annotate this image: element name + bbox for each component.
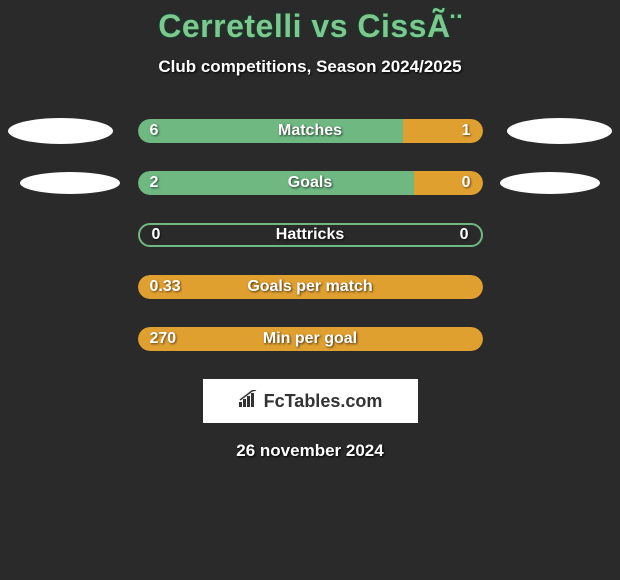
stat-label: Hattricks (276, 226, 344, 244)
stat-row: 2 0 Goals (0, 171, 620, 195)
logo-text: FcTables.com (238, 390, 383, 413)
stat-bar: 270 Min per goal (138, 327, 483, 351)
stat-value-right: 0 (460, 226, 469, 244)
stat-value-left: 0.33 (150, 278, 181, 296)
stat-row: 6 1 Matches (0, 119, 620, 143)
stat-value-right: 0 (462, 174, 471, 192)
bar-segment-right (403, 119, 482, 143)
stat-bar: 0.33 Goals per match (138, 275, 483, 299)
bar-segment-right (414, 171, 483, 195)
player-disc-left (8, 118, 113, 144)
stat-row: 270 Min per goal (0, 327, 620, 351)
page-subtitle: Club competitions, Season 2024/2025 (0, 57, 620, 77)
stat-label: Min per goal (263, 330, 357, 348)
stat-bar: 6 1 Matches (138, 119, 483, 143)
stat-value-left: 0 (152, 226, 161, 244)
logo-box: FcTables.com (203, 379, 418, 423)
stat-value-left: 270 (150, 330, 177, 348)
stats-area: 6 1 Matches 2 0 Goals 0 0 Hattricks 0.33 Goals per… (0, 119, 620, 351)
page-title: Cerretelli vs CissÃ¨ (0, 8, 620, 45)
player-disc-right (507, 118, 612, 144)
infographic-container: Cerretelli vs CissÃ¨ Club competitions, … (0, 0, 620, 461)
stat-value-left: 2 (150, 174, 159, 192)
stat-label: Matches (278, 122, 342, 140)
stat-bar: 0 0 Hattricks (138, 223, 483, 247)
chart-icon (238, 390, 260, 413)
stat-value-left: 6 (150, 122, 159, 140)
bar-segment-left (138, 171, 414, 195)
bar-segment-left (138, 119, 404, 143)
stat-label: Goals per match (247, 278, 372, 296)
player-disc-left (20, 172, 120, 194)
stat-label: Goals (288, 174, 332, 192)
stat-row: 0 0 Hattricks (0, 223, 620, 247)
player-disc-right (500, 172, 600, 194)
stat-value-right: 1 (462, 122, 471, 140)
logo-label: FcTables.com (264, 391, 383, 412)
date-text: 26 november 2024 (0, 441, 620, 461)
stat-row: 0.33 Goals per match (0, 275, 620, 299)
stat-bar: 2 0 Goals (138, 171, 483, 195)
